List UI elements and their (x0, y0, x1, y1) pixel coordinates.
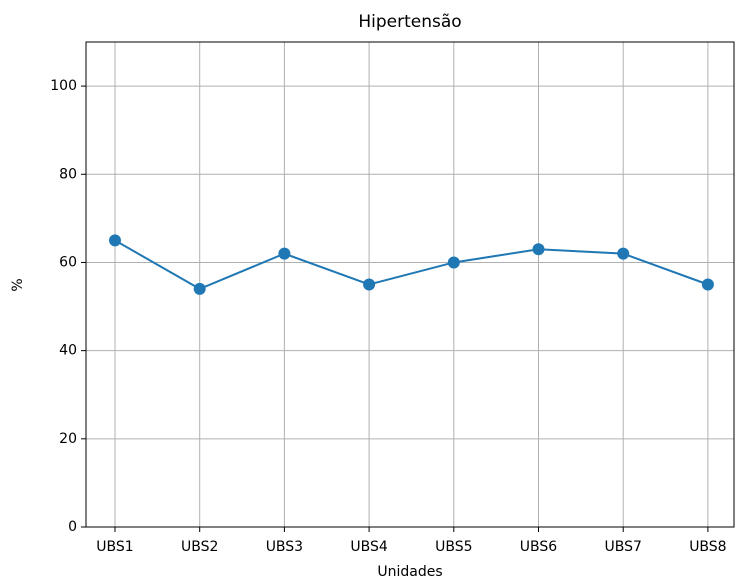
y-tick-label: 80 (59, 166, 77, 182)
x-tick-label: UBS8 (689, 539, 726, 555)
line (114, 239, 709, 291)
marker (532, 243, 545, 256)
marker (447, 256, 460, 269)
y-tick-label: 40 (59, 343, 77, 359)
x-tick-label: UBS6 (520, 539, 557, 555)
x-tick-label: UBS2 (181, 539, 218, 555)
x-axis-label: Unidades (377, 564, 442, 580)
x-tick-label: UBS3 (266, 539, 303, 555)
x-tick-label: UBS4 (350, 539, 387, 555)
marker (193, 282, 206, 295)
chart-title: Hipertensão (358, 12, 461, 32)
y-tick-label: 0 (68, 519, 77, 535)
y-tick-label: 60 (59, 254, 77, 270)
y-tick-label: 20 (59, 431, 77, 447)
y-axis-label: % (10, 278, 26, 291)
x-tick-label: UBS7 (604, 539, 641, 555)
marker (109, 234, 121, 247)
x-tick-label: UBS1 (96, 539, 133, 555)
marker (701, 278, 714, 291)
marker (363, 278, 376, 291)
marker (278, 247, 291, 260)
marker (617, 247, 630, 260)
y-tick-label: 100 (50, 78, 77, 94)
x-tick-label: UBS5 (435, 539, 472, 555)
plot-frame (85, 41, 735, 528)
